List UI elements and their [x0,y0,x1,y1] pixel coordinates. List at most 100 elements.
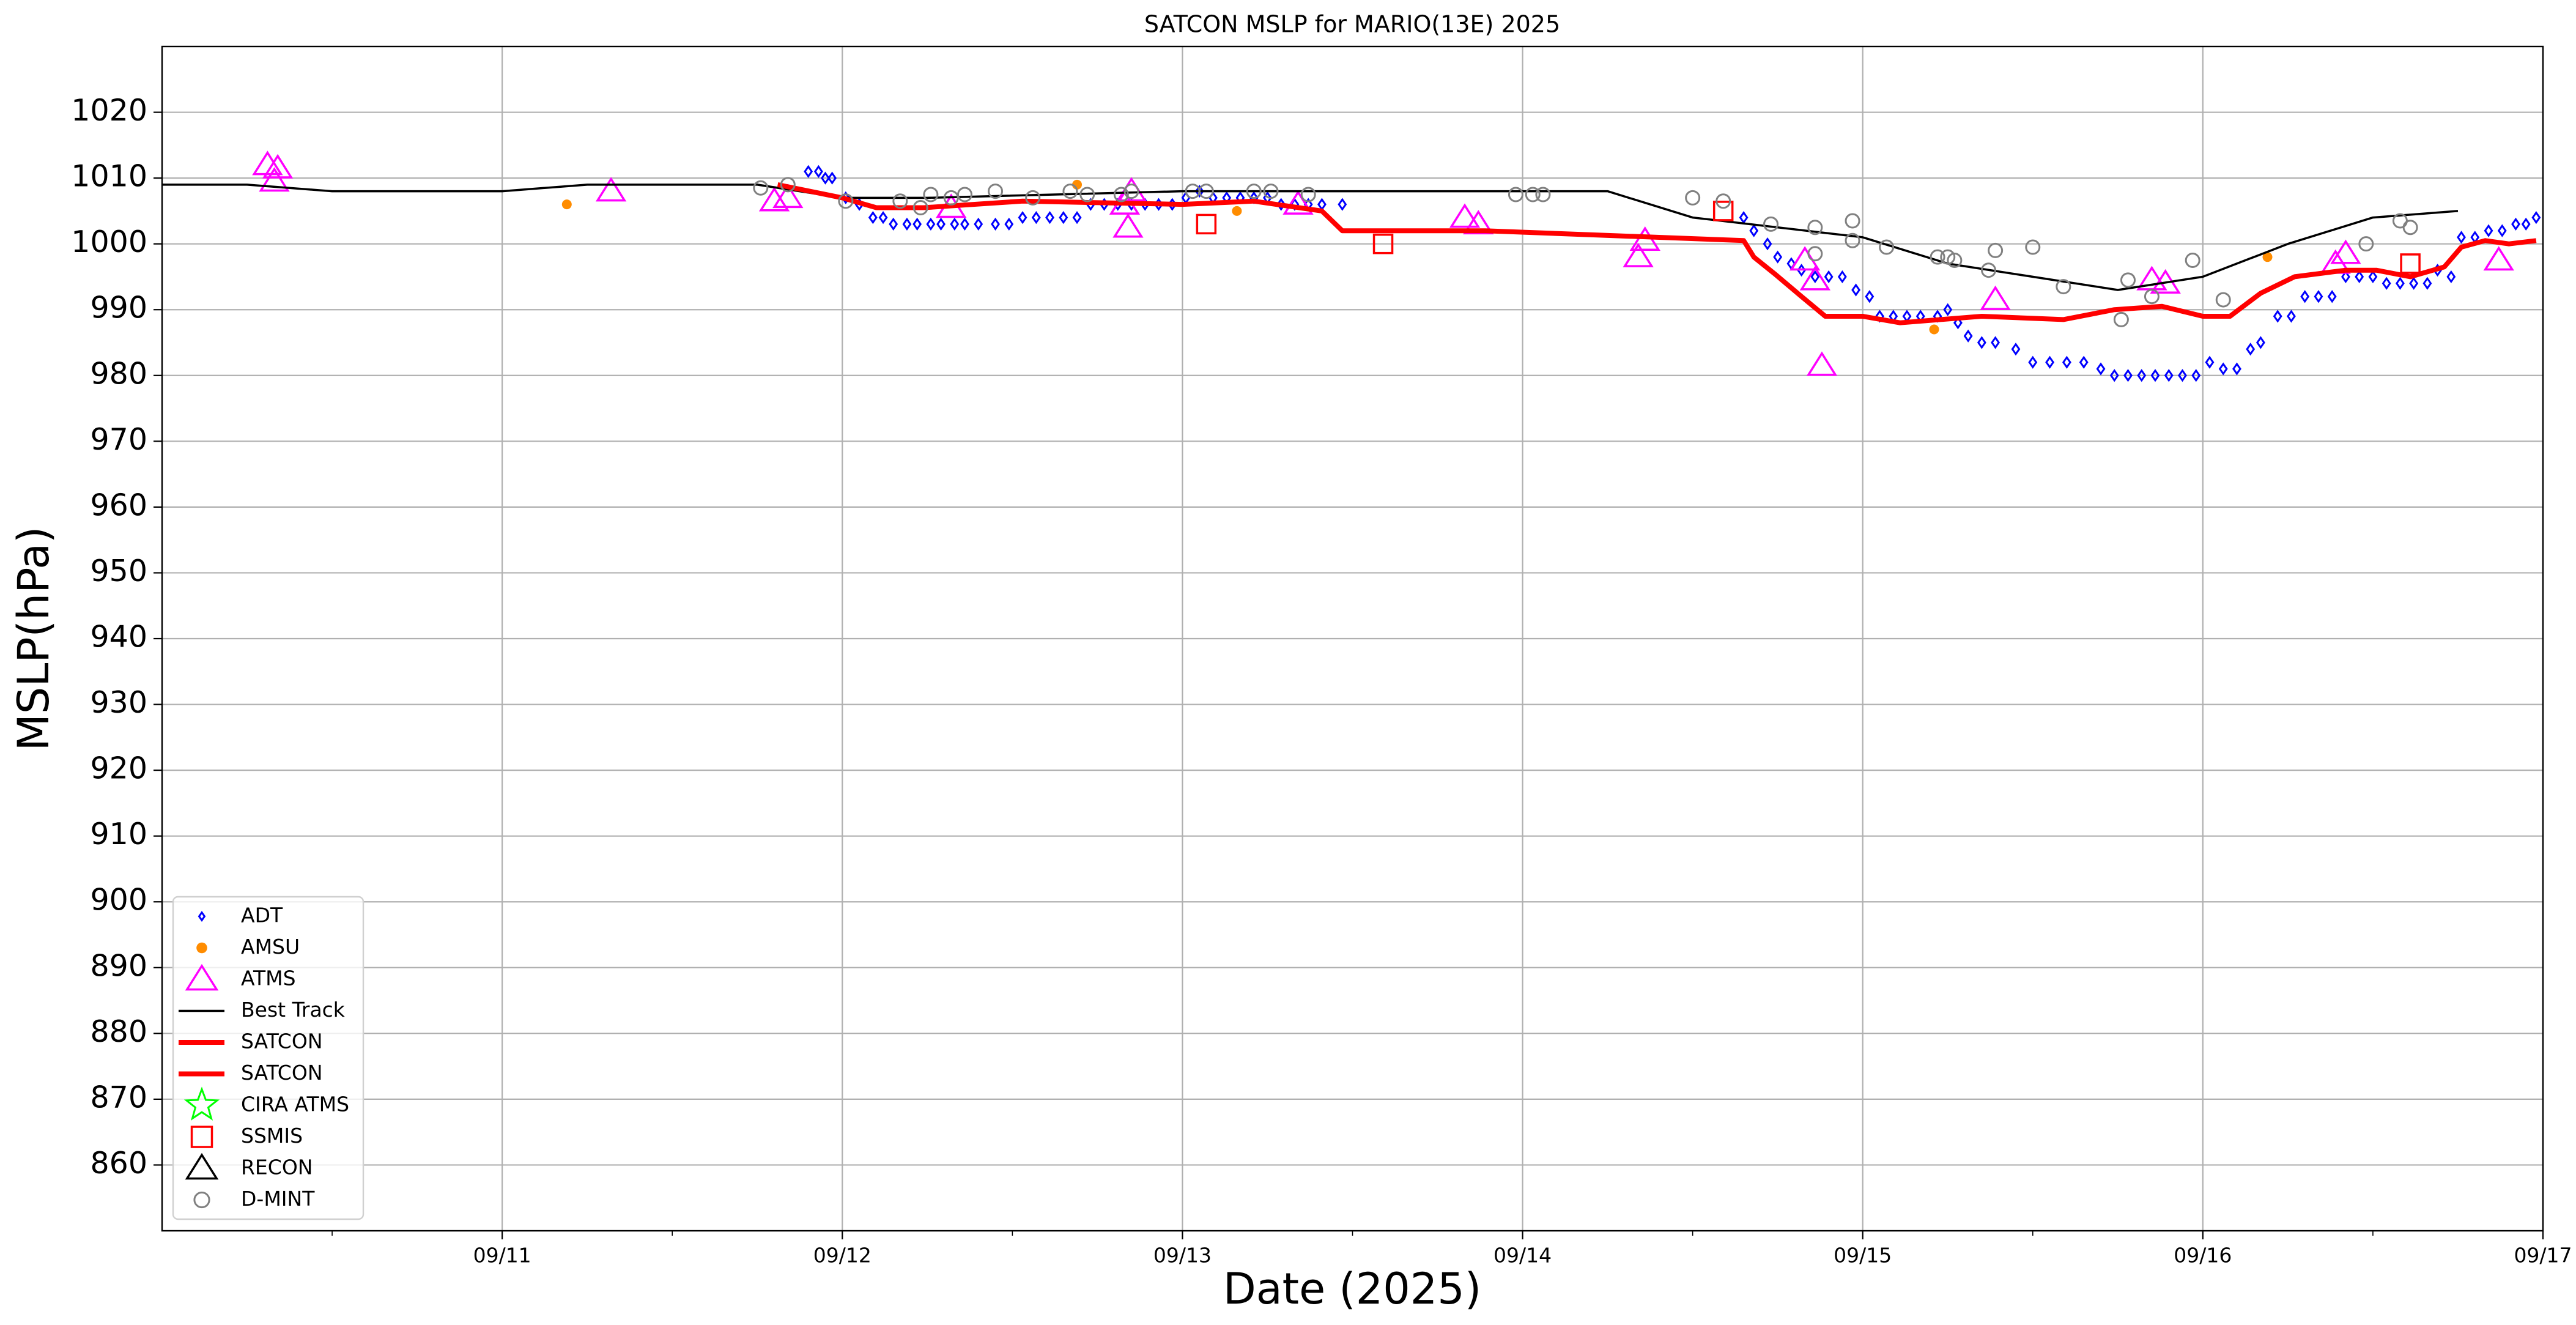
adt-point [2422,277,2432,290]
circle-point [2113,311,2129,327]
triangle-point [1623,242,1654,267]
circle-point [1062,184,1078,199]
circle-point [1525,187,1541,202]
circle-point [912,200,928,216]
adt-point [926,217,936,231]
circle-point [1988,242,2004,258]
amsu-point [2262,252,2273,262]
circle-point [1807,220,1823,236]
adt-point [2531,211,2541,225]
adt-point [1749,224,1759,237]
circle-point [988,184,1004,199]
adt-point [991,217,1000,231]
y-tick-label: 900 [90,883,147,918]
adt-point [2096,362,2106,376]
amsu-point [1232,206,1242,216]
circle-point [1263,184,1279,199]
adt-point [2150,369,2160,382]
adt-point [2497,224,2507,237]
triangle-point [1463,210,1494,235]
circle-point [1685,190,1701,206]
square-point [1196,213,1217,235]
circle-point [2402,220,2418,236]
adt-point [2191,369,2201,382]
circle-point [1198,184,1214,199]
adt-point [1837,270,1847,284]
adt-point [2256,336,2265,349]
legend-label: SATCON [241,1030,323,1053]
circle-point [2025,239,2041,255]
x-tick-label: 09/16 [2174,1244,2232,1267]
adt-point [2511,217,2520,231]
x-tick-label: 09/17 [2514,1244,2572,1267]
square-point [1712,201,1734,221]
adt-point [2246,343,2256,356]
x-tick-label: 09/14 [1493,1244,1552,1267]
y-tick-label: 990 [90,291,147,325]
circle-point [1845,232,1860,248]
adt-point [878,211,888,225]
adt-point [827,171,837,185]
adt-point [2314,290,2323,303]
circle-point [923,187,939,202]
y-tick-label: 930 [90,685,147,720]
adt-point [902,217,912,231]
circle-point [1980,262,1996,278]
circle-point [1845,213,1860,229]
triangle-point [1449,203,1481,228]
legend-label: CIRA ATMS [241,1093,349,1116]
legend-swatch [198,910,206,922]
adt-point [813,165,823,178]
y-tick-label: 910 [90,817,147,852]
amsu-point [561,199,572,210]
triangle-point [2330,239,2361,264]
circle-point [838,193,854,209]
adt-point [2484,224,2493,237]
adt-point [2062,355,2071,369]
legend-frame [172,896,365,1220]
adt-point [1977,336,1986,349]
legend: ADT AMSU ATMS Best Track SATCON SATCON CIRA AT… [172,896,365,1220]
series [777,182,2537,325]
x-axis-label: Date (2025) [1223,1264,1481,1314]
x-tick-label: 09/12 [813,1244,872,1267]
adt-point [2137,369,2147,382]
y-tick-label: 870 [90,1080,147,1115]
legend-swatch [193,1191,210,1209]
circle-point [1930,249,1945,265]
legend-label: SATCON [241,1061,323,1085]
series [753,177,2418,327]
adt-point [1963,329,1973,343]
circle-point [1715,193,1731,209]
adt-point [1865,290,1875,303]
triangle-point [259,167,290,192]
circle-point [1300,187,1316,202]
adt-point [1004,217,1014,231]
y-tick-label: 1000 [71,225,147,259]
circle-point [1879,239,1895,255]
triangle-point [758,187,790,212]
satcon-line [777,182,2537,325]
circle-point [1763,216,1779,232]
y-tick-label: 860 [90,1146,147,1181]
adt-point [889,217,898,231]
adt-point [2368,270,2378,284]
adt-point [2409,277,2419,290]
adt-point [2164,369,2174,382]
adt-point [821,171,830,185]
legend-swatch [185,1152,219,1180]
circle-point [892,193,908,209]
adt-point [1763,237,1772,251]
adt-point [1338,198,1347,211]
y-tick-label: 890 [90,948,147,983]
adt-point [1045,211,1054,225]
legend-label: ADT [241,904,283,927]
y-axis-label: MSLP(hPa) [9,527,59,751]
adt-point [2355,270,2364,284]
y-tick-label: 880 [90,1014,147,1049]
y-tick-label: 920 [90,751,147,786]
circle-point [1807,246,1823,262]
